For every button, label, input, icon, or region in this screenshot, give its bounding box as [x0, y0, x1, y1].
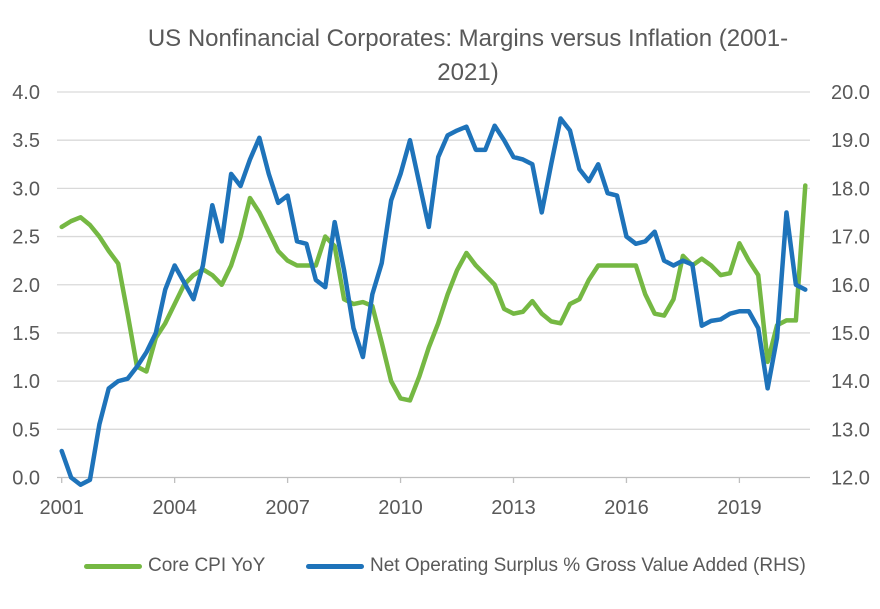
x-axis-tick-label: 2016 [604, 497, 649, 519]
left-axis-tick-label: 2.0 [12, 275, 40, 297]
right-axis-tick-label: 18.0 [831, 178, 870, 200]
x-axis-tick-label: 2013 [491, 497, 536, 519]
legend-label-core-cpi: Core CPI YoY [148, 555, 266, 576]
x-axis-tick-label: 2004 [152, 497, 197, 519]
chart-title-line2: 2021) [437, 59, 499, 86]
left-axis-tick-label: 1.5 [12, 323, 40, 345]
y-axis-labels-right: 20.0 19.0 18.0 17.0 16.0 15.0 14.0 13.0 12.0 [831, 82, 870, 490]
left-axis-tick-label: 2.5 [12, 227, 40, 249]
legend-item-net-operating-surplus: Net Operating Surplus % Gross Value Adde… [306, 553, 806, 579]
right-axis-tick-label: 16.0 [831, 275, 870, 297]
chart-title-line1: US Nonfinancial Corporates: Margins vers… [147, 25, 789, 52]
legend: Core CPI YoY Net Operating Surplus % Gro… [0, 553, 880, 579]
x-axis [61, 477, 741, 483]
right-axis-tick-label: 20.0 [831, 82, 870, 104]
legend-item-core-cpi: Core CPI YoY [84, 553, 265, 579]
left-axis-tick-label: 1.0 [12, 371, 40, 393]
x-axis-tick-label: 2007 [265, 497, 310, 519]
series-line-net-operating-surplus [59, 116, 808, 487]
series-lines [59, 116, 808, 487]
legend-swatch-green-line [84, 563, 142, 569]
right-axis-tick-label: 14.0 [831, 371, 870, 393]
left-axis-tick-label: 0.5 [12, 419, 40, 441]
x-axis-tick-label: 2019 [717, 497, 762, 519]
right-axis-tick-label: 13.0 [831, 419, 870, 441]
right-axis-tick-label: 19.0 [831, 130, 870, 152]
chart-title: US Nonfinancial Corporates: Margins vers… [56, 22, 880, 90]
right-axis-tick-label: 15.0 [831, 323, 870, 345]
legend-label-net-operating-surplus: Net Operating Surplus % Gross Value Adde… [370, 555, 806, 576]
legend-swatch-blue-line [306, 563, 364, 569]
left-axis-tick-label: 3.0 [12, 178, 40, 200]
x-axis-tick-label: 2001 [39, 497, 84, 519]
right-axis-tick-label: 12.0 [831, 468, 870, 490]
left-axis-tick-label: 3.5 [12, 130, 40, 152]
left-axis-tick-label: 4.0 [12, 82, 40, 104]
x-axis-tick-label: 2010 [378, 497, 423, 519]
x-axis-labels: 2001 2004 2007 2010 2013 2016 2019 [39, 497, 761, 519]
y-axis-labels-left: 4.0 3.5 3.0 2.5 2.0 1.5 1.0 0.5 0.0 [12, 82, 40, 490]
left-axis-tick-label: 0.0 [12, 468, 40, 490]
series-line-core-cpi [59, 183, 808, 403]
right-axis-tick-label: 17.0 [831, 227, 870, 249]
